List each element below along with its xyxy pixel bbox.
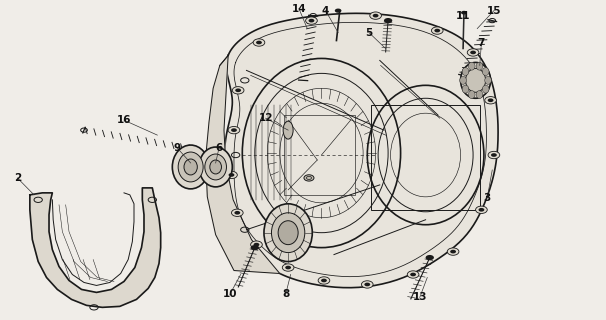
Ellipse shape xyxy=(264,204,312,261)
Ellipse shape xyxy=(465,68,485,92)
Text: 3: 3 xyxy=(484,193,491,203)
Circle shape xyxy=(435,29,440,32)
Text: 1: 1 xyxy=(605,228,606,238)
Ellipse shape xyxy=(462,85,469,93)
Ellipse shape xyxy=(205,154,227,180)
Ellipse shape xyxy=(199,147,232,187)
Circle shape xyxy=(228,173,235,177)
Circle shape xyxy=(467,49,479,56)
Circle shape xyxy=(285,266,291,269)
Ellipse shape xyxy=(485,76,491,84)
Ellipse shape xyxy=(172,145,209,189)
Circle shape xyxy=(384,18,392,23)
Text: 6: 6 xyxy=(215,143,222,153)
Circle shape xyxy=(225,171,238,179)
Ellipse shape xyxy=(283,121,293,139)
Circle shape xyxy=(282,264,294,271)
Text: 13: 13 xyxy=(413,292,427,302)
Circle shape xyxy=(461,11,467,14)
Ellipse shape xyxy=(271,213,305,252)
Text: 14: 14 xyxy=(291,4,306,14)
Circle shape xyxy=(488,99,493,102)
Circle shape xyxy=(335,9,341,13)
Text: 15: 15 xyxy=(487,6,501,16)
Circle shape xyxy=(256,41,262,44)
Ellipse shape xyxy=(482,68,489,76)
Text: 12: 12 xyxy=(258,113,273,123)
Ellipse shape xyxy=(460,76,467,84)
Text: 16: 16 xyxy=(117,115,132,125)
Circle shape xyxy=(470,51,476,54)
Polygon shape xyxy=(205,55,280,274)
Polygon shape xyxy=(224,13,498,288)
Ellipse shape xyxy=(210,160,221,174)
Circle shape xyxy=(370,12,381,19)
Text: 5: 5 xyxy=(365,28,373,37)
Ellipse shape xyxy=(476,91,483,99)
Circle shape xyxy=(235,211,240,215)
Circle shape xyxy=(491,153,497,157)
Circle shape xyxy=(232,87,244,94)
Circle shape xyxy=(410,273,416,276)
Ellipse shape xyxy=(278,221,298,244)
Circle shape xyxy=(425,255,434,260)
Circle shape xyxy=(485,97,496,104)
Circle shape xyxy=(431,27,443,34)
Text: 10: 10 xyxy=(222,289,237,300)
Ellipse shape xyxy=(468,62,475,70)
Circle shape xyxy=(251,245,259,250)
Text: 8: 8 xyxy=(282,289,289,300)
Circle shape xyxy=(373,14,379,18)
Ellipse shape xyxy=(461,62,491,98)
Circle shape xyxy=(361,281,373,288)
Ellipse shape xyxy=(482,85,489,93)
Circle shape xyxy=(318,277,330,284)
Circle shape xyxy=(407,271,419,278)
Polygon shape xyxy=(30,188,161,307)
Circle shape xyxy=(479,208,484,212)
Circle shape xyxy=(321,279,327,282)
Circle shape xyxy=(253,39,265,46)
Ellipse shape xyxy=(178,152,203,182)
Circle shape xyxy=(251,241,262,248)
Ellipse shape xyxy=(184,159,198,175)
Circle shape xyxy=(364,283,370,286)
Circle shape xyxy=(231,209,243,216)
Circle shape xyxy=(231,128,237,132)
Ellipse shape xyxy=(462,68,469,76)
Circle shape xyxy=(228,126,240,134)
Circle shape xyxy=(253,243,259,246)
Circle shape xyxy=(235,88,241,92)
Circle shape xyxy=(308,19,315,22)
Text: 7: 7 xyxy=(478,37,485,47)
Text: 11: 11 xyxy=(456,11,470,20)
Circle shape xyxy=(476,206,487,213)
Circle shape xyxy=(450,250,456,253)
Ellipse shape xyxy=(468,91,475,99)
Circle shape xyxy=(488,151,500,159)
Ellipse shape xyxy=(476,62,483,70)
Text: 2: 2 xyxy=(14,173,21,183)
Text: 9: 9 xyxy=(174,143,181,153)
Circle shape xyxy=(447,248,459,255)
Circle shape xyxy=(305,17,318,24)
Text: 4: 4 xyxy=(322,6,329,16)
Circle shape xyxy=(304,175,314,181)
